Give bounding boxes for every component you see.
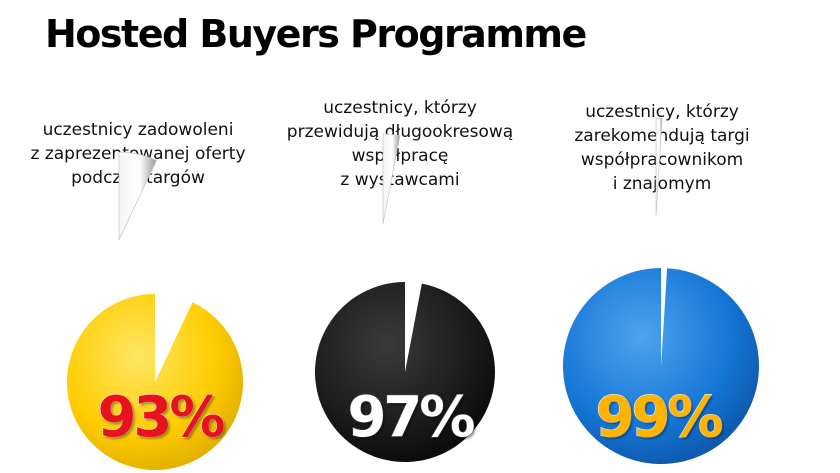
- pie-1-main-slice: [67, 294, 244, 471]
- percent-label-3: 99%: [595, 385, 724, 451]
- caption-1-line-1: uczestnicy zadowoleni: [42, 120, 234, 140]
- caption-2-line-3: współpracę: [351, 146, 449, 166]
- pie-2-small-slice: [382, 133, 401, 225]
- caption-2-line-1: uczestnicy, którzy: [323, 98, 477, 118]
- pie-2-main-slice: [315, 282, 496, 462]
- caption-3: uczestnicy, którzy zarekomendują targi w…: [522, 100, 802, 196]
- caption-2-line-2: przewidują długookresową: [286, 122, 514, 142]
- caption-3-line-3: współpracownikom: [580, 150, 744, 170]
- percent-label-1: 93%: [97, 385, 226, 451]
- pie-1: [67, 151, 244, 471]
- caption-2-line-4: z wystawcami: [340, 170, 460, 190]
- caption-3-line-4: i znajomym: [612, 174, 712, 194]
- caption-3-line-1: uczestnicy, którzy: [585, 102, 739, 122]
- pie-1-small-slice: [118, 151, 157, 241]
- caption-2: uczestnicy, którzy przewidują długookres…: [260, 96, 540, 192]
- pie-3: [562, 117, 759, 464]
- pie-3-main-slice: [562, 268, 759, 464]
- percent-label-2: 97%: [347, 385, 476, 451]
- caption-3-line-2: zarekomendują targi: [574, 126, 750, 146]
- pie-3-small-slice: [655, 117, 663, 217]
- pie-2: [315, 133, 496, 462]
- page-title: Hosted Buyers Programme: [45, 12, 587, 56]
